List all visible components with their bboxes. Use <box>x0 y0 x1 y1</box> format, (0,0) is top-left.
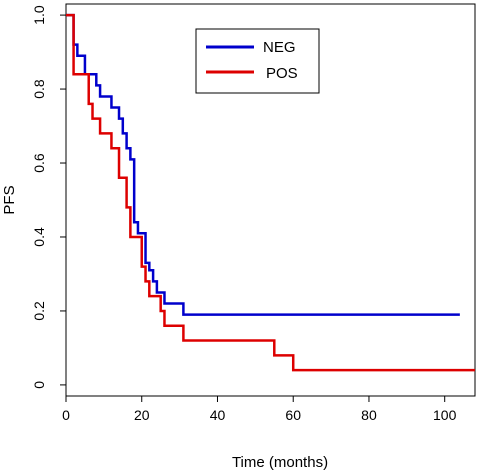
legend-label-pos: POS <box>266 65 298 82</box>
x-tick-label: 100 <box>433 407 457 423</box>
x-axis-title: Time (months) <box>232 454 328 471</box>
y-tick-label: 0.4 <box>31 227 47 247</box>
y-tick-label: 0.8 <box>31 79 47 99</box>
x-tick-label: 20 <box>134 407 150 423</box>
y-tick-label: 0 <box>31 381 47 389</box>
x-tick-label: 0 <box>62 407 70 423</box>
x-tick-label: 40 <box>210 407 226 423</box>
plot-frame <box>65 3 476 397</box>
y-axis: 0 0.2 0.4 0.6 0.8 1.0 <box>31 5 66 389</box>
x-tick-label: 80 <box>361 407 377 423</box>
x-axis: 0 20 40 60 80 100 <box>62 396 457 423</box>
legend: NEG POS <box>195 28 320 94</box>
y-tick-label: 1.0 <box>31 5 47 25</box>
series-layer <box>66 13 475 372</box>
x-tick-label: 60 <box>285 407 301 423</box>
y-axis-title: PFS <box>1 185 18 214</box>
y-tick-label: 0.2 <box>31 301 47 321</box>
series-line-neg <box>66 13 460 316</box>
legend-box <box>195 28 320 94</box>
series-line-pos <box>66 13 475 372</box>
y-tick-label: 0.6 <box>31 153 47 173</box>
legend-label-neg: NEG <box>263 39 296 56</box>
